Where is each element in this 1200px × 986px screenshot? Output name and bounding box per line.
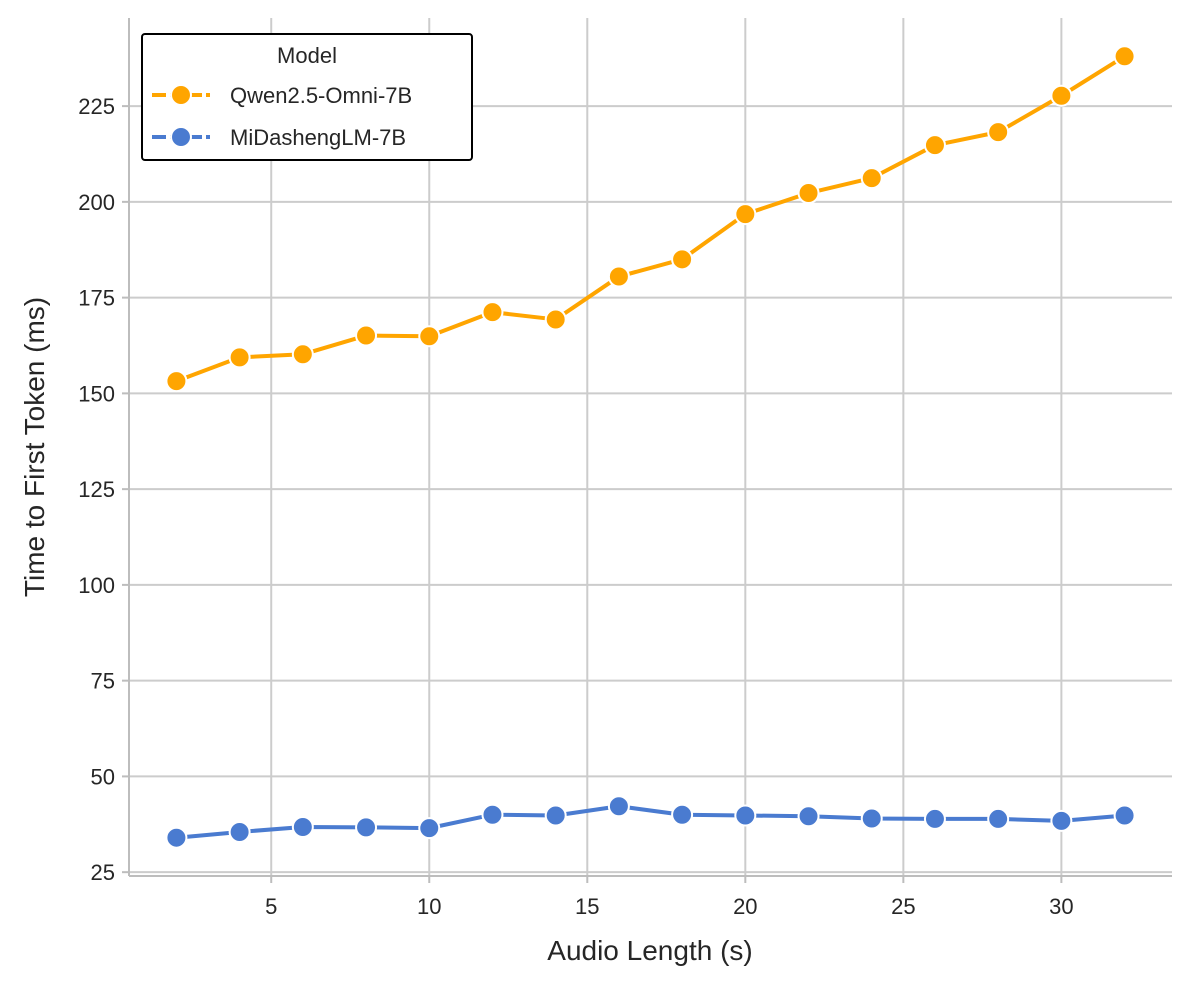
legend-title: Model: [277, 43, 337, 68]
data-point-qwen: [860, 167, 883, 190]
y-tick-label: 100: [78, 573, 115, 598]
x-tick-label: 10: [417, 894, 441, 919]
data-point-midasheng: [923, 807, 946, 830]
data-point-midasheng: [1050, 809, 1073, 832]
data-point-qwen: [418, 325, 441, 348]
data-point-qwen: [481, 301, 504, 324]
grid: [129, 18, 1172, 876]
data-point-midasheng: [544, 804, 567, 827]
data-point-qwen: [291, 343, 314, 366]
data-point-midasheng: [355, 816, 378, 839]
data-point-midasheng: [165, 826, 188, 849]
data-point-qwen: [1113, 45, 1136, 68]
y-tick-label: 25: [91, 860, 115, 885]
data-point-midasheng: [671, 803, 694, 826]
data-point-qwen: [544, 308, 567, 331]
axes: [128, 18, 1172, 877]
data-point-midasheng: [418, 817, 441, 840]
y-tick-label: 125: [78, 477, 115, 502]
data-point-qwen: [228, 346, 251, 369]
y-tick-label: 225: [78, 94, 115, 119]
data-point-qwen: [797, 182, 820, 205]
y-tick-label: 175: [78, 286, 115, 311]
legend-marker-midasheng: [170, 126, 192, 148]
x-tick-label: 5: [265, 894, 277, 919]
series-line-qwen: [174, 54, 1127, 384]
data-point-midasheng: [607, 795, 630, 818]
tick-labels: 5 10 15 20 25 30 25 50 75 100 125 150 175 200 225: [78, 94, 1073, 919]
data-point-midasheng: [797, 805, 820, 828]
x-tick-label: 25: [891, 894, 915, 919]
data-point-qwen: [1050, 84, 1073, 107]
x-tick-label: 30: [1049, 894, 1073, 919]
legend-box: [141, 33, 473, 161]
data-point-midasheng: [734, 804, 757, 827]
x-tick-label: 20: [733, 894, 757, 919]
data-point-qwen: [671, 248, 694, 271]
data-point-qwen: [165, 370, 188, 393]
data-point-midasheng: [987, 807, 1010, 830]
data-point-qwen: [734, 203, 757, 226]
data-point-qwen: [923, 134, 946, 157]
data-point-qwen: [987, 121, 1010, 144]
data-point-midasheng: [291, 815, 314, 838]
data-point-midasheng: [228, 820, 251, 843]
legend-label-qwen: Qwen2.5-Omni-7B: [230, 83, 412, 108]
y-tick-label: 150: [78, 381, 115, 406]
data-point-qwen: [607, 265, 630, 288]
legend-marker-qwen: [170, 84, 192, 106]
x-axis-title: Audio Length (s): [547, 935, 752, 966]
legend-label-midasheng: MiDashengLM-7B: [230, 125, 406, 150]
y-axis-title: Time to First Token (ms): [19, 297, 50, 597]
data-point-qwen: [355, 324, 378, 347]
x-tick-label: 15: [575, 894, 599, 919]
data-point-midasheng: [481, 803, 504, 826]
y-tick-label: 200: [78, 190, 115, 215]
data-point-midasheng: [860, 807, 883, 830]
series-midasheng: [165, 795, 1136, 849]
y-tick-label: 50: [91, 764, 115, 789]
legend: Model Qwen2.5-Omni-7B MiDashengLM-7B: [141, 33, 473, 161]
series: [165, 45, 1136, 849]
data-point-midasheng: [1113, 804, 1136, 827]
series-line-midasheng: [174, 804, 1127, 840]
series-qwen: [165, 45, 1136, 393]
y-tick-label: 75: [91, 669, 115, 694]
